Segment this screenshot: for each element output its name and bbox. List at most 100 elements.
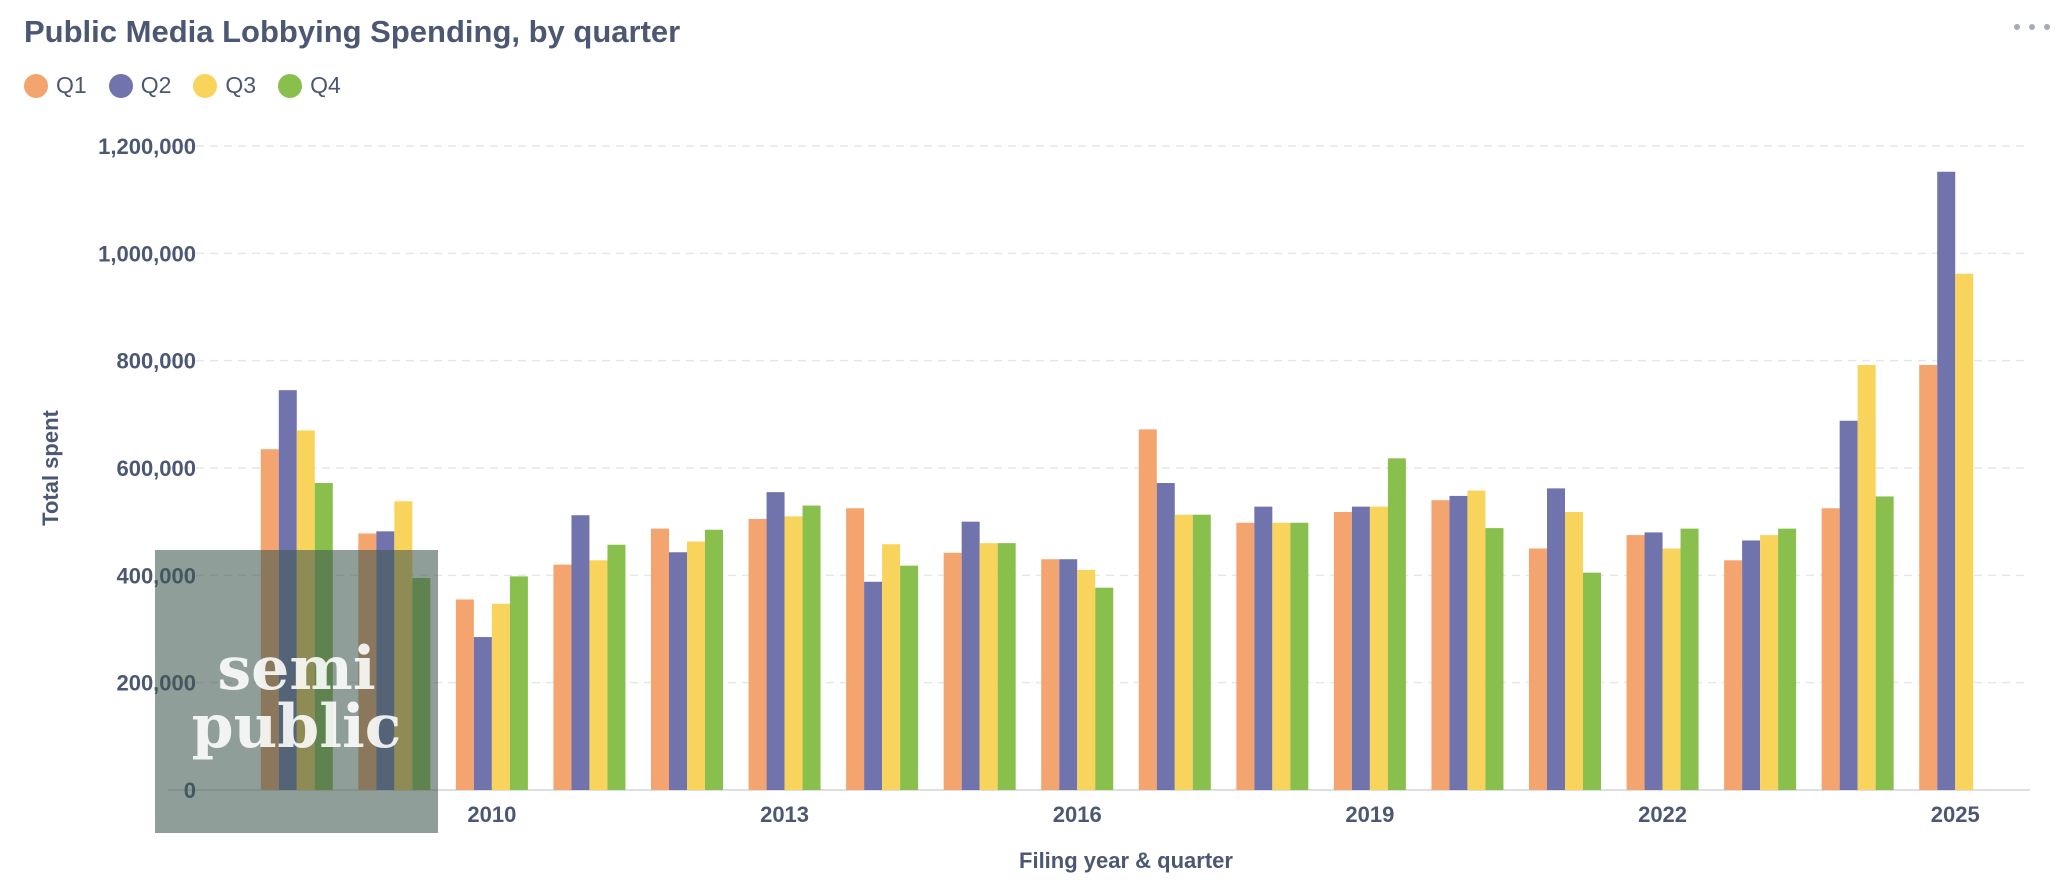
bar-2016-q3[interactable] bbox=[1077, 569, 1096, 790]
bar-2011-q3[interactable] bbox=[589, 560, 608, 790]
bar-2010-q1[interactable] bbox=[455, 599, 474, 790]
bar-2012-q1[interactable] bbox=[651, 528, 669, 790]
more-dot bbox=[2044, 24, 2050, 30]
bar-2011-q4[interactable] bbox=[607, 544, 626, 790]
bar-2010-q2[interactable] bbox=[473, 637, 492, 790]
bar-2010-q4[interactable] bbox=[509, 576, 528, 790]
bar-2020-q4[interactable] bbox=[1485, 528, 1504, 790]
legend-label: Q3 bbox=[225, 72, 257, 98]
bar-2016-q1[interactable] bbox=[1041, 559, 1060, 790]
bar-2016-q4[interactable] bbox=[1095, 587, 1114, 790]
legend-swatch bbox=[278, 73, 303, 98]
bar-2023-q4[interactable] bbox=[1778, 528, 1797, 790]
bar-2012-q2[interactable] bbox=[669, 552, 687, 790]
y-axis-title: Total spent bbox=[38, 409, 63, 525]
bar-2014-q2[interactable] bbox=[864, 581, 883, 790]
bar-2021-q4[interactable] bbox=[1583, 572, 1601, 790]
bar-2019-q4[interactable] bbox=[1387, 458, 1406, 790]
bar-2021-q2[interactable] bbox=[1547, 488, 1565, 790]
more-dot bbox=[2029, 24, 2035, 30]
bar-2013-q2[interactable] bbox=[766, 492, 785, 790]
x-tick-label: 2013 bbox=[760, 802, 809, 827]
bar-2022-q4[interactable] bbox=[1680, 528, 1699, 790]
bar-2019-q3[interactable] bbox=[1369, 506, 1388, 790]
bar-2018-q3[interactable] bbox=[1272, 522, 1291, 790]
bar-2013-q3[interactable] bbox=[784, 516, 803, 790]
bar-2021-q3[interactable] bbox=[1565, 512, 1583, 790]
bars bbox=[260, 171, 1974, 791]
bar-2022-q1[interactable] bbox=[1626, 535, 1645, 790]
bar-2010-q3[interactable] bbox=[491, 603, 510, 790]
legend-item-q4[interactable]: Q4 bbox=[278, 72, 341, 99]
legend-item-q3[interactable]: Q3 bbox=[193, 72, 256, 99]
bar-2018-q2[interactable] bbox=[1254, 506, 1273, 790]
bar-2014-q1[interactable] bbox=[846, 508, 865, 790]
x-axis-title: Filing year & quarter bbox=[1019, 848, 1233, 873]
bar-2025-q1[interactable] bbox=[1919, 364, 1938, 790]
legend-label: Q2 bbox=[140, 72, 172, 98]
more-options-icon[interactable] bbox=[2014, 12, 2050, 42]
y-tick-label: 1,200,000 bbox=[98, 134, 196, 159]
legend-item-q2[interactable]: Q2 bbox=[108, 72, 172, 99]
legend-swatch bbox=[24, 73, 48, 98]
y-tick-label: 800,000 bbox=[116, 349, 196, 374]
bar-2015-q3[interactable] bbox=[979, 543, 998, 790]
bar-2020-q3[interactable] bbox=[1467, 490, 1486, 790]
x-tick-label: 2025 bbox=[1931, 802, 1980, 827]
bar-2025-q2[interactable] bbox=[1937, 171, 1956, 790]
bar-2023-q2[interactable] bbox=[1742, 540, 1761, 790]
bar-2020-q1[interactable] bbox=[1431, 500, 1450, 790]
legend-swatch bbox=[108, 73, 133, 98]
legend-label: Q1 bbox=[56, 72, 87, 98]
bar-2024-q2[interactable] bbox=[1839, 420, 1858, 790]
watermark-line: semi bbox=[217, 634, 376, 704]
chart-legend: Q1 Q2 Q3 Q4 bbox=[24, 72, 363, 99]
bar-2013-q4[interactable] bbox=[802, 505, 821, 790]
bar-2020-q2[interactable] bbox=[1449, 495, 1468, 790]
watermark-line: public bbox=[191, 692, 402, 762]
bar-2019-q1[interactable] bbox=[1333, 512, 1352, 790]
watermark-text: semi public bbox=[155, 634, 438, 762]
x-tick-label: 2022 bbox=[1638, 802, 1687, 827]
y-tick-label: 1,000,000 bbox=[98, 241, 196, 266]
x-tick-label: 2019 bbox=[1345, 802, 1394, 827]
legend-item-q1[interactable]: Q1 bbox=[24, 72, 87, 99]
bar-2017-q2[interactable] bbox=[1156, 483, 1175, 790]
bar-2024-q1[interactable] bbox=[1821, 508, 1840, 790]
bar-2011-q2[interactable] bbox=[571, 515, 590, 790]
bar-2022-q2[interactable] bbox=[1644, 532, 1663, 790]
x-tick-label: 2010 bbox=[467, 802, 516, 827]
bar-2015-q1[interactable] bbox=[943, 552, 962, 790]
chart-title: Public Media Lobbying Spending, by quart… bbox=[24, 14, 681, 49]
bar-2011-q1[interactable] bbox=[553, 564, 572, 790]
x-tick-label: 2016 bbox=[1053, 802, 1102, 827]
bar-2017-q4[interactable] bbox=[1192, 514, 1211, 790]
bar-2018-q4[interactable] bbox=[1290, 522, 1309, 790]
bar-2024-q3[interactable] bbox=[1857, 364, 1876, 790]
bar-2013-q1[interactable] bbox=[748, 518, 767, 790]
bar-2015-q2[interactable] bbox=[961, 521, 980, 790]
bar-2015-q4[interactable] bbox=[997, 543, 1016, 790]
x-axis-ticks: 2010 2013 2016 2019 2022 2025 bbox=[467, 802, 1979, 827]
bar-2014-q3[interactable] bbox=[882, 544, 901, 790]
bar-2012-q4[interactable] bbox=[705, 529, 723, 790]
bar-2024-q4[interactable] bbox=[1875, 496, 1894, 790]
watermark-logo: semi public bbox=[155, 550, 438, 833]
bar-2017-q1[interactable] bbox=[1138, 429, 1157, 790]
legend-swatch bbox=[193, 73, 218, 98]
bar-2016-q2[interactable] bbox=[1059, 559, 1078, 790]
more-dot bbox=[2014, 24, 2020, 30]
bar-2022-q3[interactable] bbox=[1662, 548, 1681, 791]
bar-2012-q3[interactable] bbox=[687, 541, 705, 790]
bar-2021-q1[interactable] bbox=[1529, 548, 1547, 791]
bar-2018-q1[interactable] bbox=[1236, 522, 1255, 790]
bar-2025-q3[interactable] bbox=[1955, 273, 1974, 790]
bar-2023-q3[interactable] bbox=[1760, 535, 1779, 790]
legend-label: Q4 bbox=[310, 72, 341, 98]
bar-2014-q4[interactable] bbox=[900, 565, 919, 790]
y-tick-label: 600,000 bbox=[116, 456, 196, 481]
bar-2017-q3[interactable] bbox=[1174, 514, 1193, 790]
bar-2023-q1[interactable] bbox=[1724, 560, 1743, 790]
bar-2019-q2[interactable] bbox=[1351, 506, 1370, 790]
